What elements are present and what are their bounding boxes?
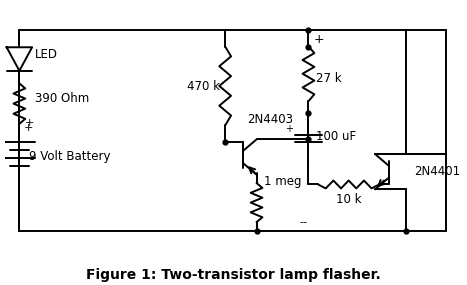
Text: Figure 1: Two-transistor lamp flasher.: Figure 1: Two-transistor lamp flasher. <box>86 268 381 282</box>
Text: 1 meg: 1 meg <box>264 175 302 188</box>
Text: +: + <box>313 32 324 46</box>
Polygon shape <box>7 47 32 71</box>
Text: --: -- <box>299 217 308 228</box>
Text: 10 k: 10 k <box>336 193 361 206</box>
Text: 390 Ohm: 390 Ohm <box>35 92 89 105</box>
Text: +: + <box>24 123 34 133</box>
Text: +: + <box>25 118 35 128</box>
Text: 100 uF: 100 uF <box>316 131 356 143</box>
Text: +: + <box>285 125 293 135</box>
Text: LED: LED <box>35 48 58 61</box>
Text: 470 k: 470 k <box>187 80 220 93</box>
Text: 27 k: 27 k <box>316 72 342 85</box>
Text: 2N4403: 2N4403 <box>247 113 293 126</box>
Text: 9 Volt Battery: 9 Volt Battery <box>29 150 111 162</box>
Text: 2N4401: 2N4401 <box>414 165 460 178</box>
